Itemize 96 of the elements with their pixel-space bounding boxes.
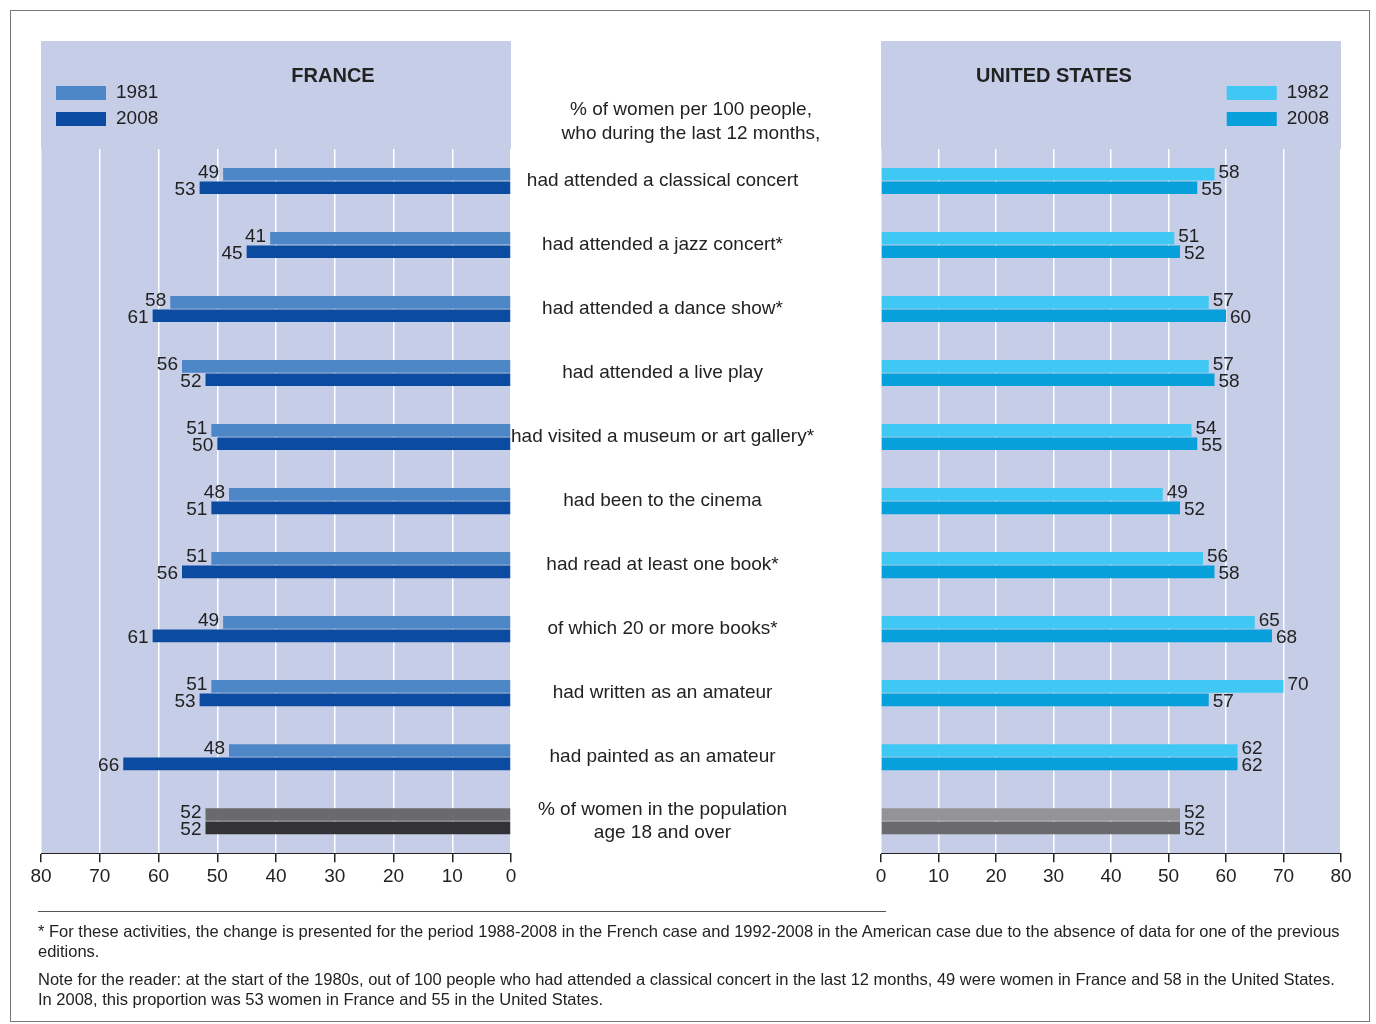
bar bbox=[881, 565, 1215, 579]
data-label: 52 bbox=[180, 370, 202, 392]
bar bbox=[881, 373, 1215, 387]
data-label: 45 bbox=[221, 241, 243, 263]
data-label: 49 bbox=[197, 608, 220, 630]
x-tick-label: 60 bbox=[1215, 864, 1237, 886]
y-tick-label: had attended a dance show* bbox=[542, 297, 784, 319]
bar bbox=[881, 181, 1198, 195]
bar bbox=[881, 693, 1209, 707]
x-tick-label: 80 bbox=[1330, 864, 1352, 886]
x-tick-label: 10 bbox=[441, 864, 463, 886]
x-tick-label: 40 bbox=[1100, 864, 1122, 886]
data-label: 61 bbox=[127, 626, 149, 648]
y-tick-label: of which 20 or more books* bbox=[547, 617, 779, 639]
y-tick-label: had attended a jazz concert* bbox=[542, 233, 784, 255]
data-label: 48 bbox=[203, 736, 225, 758]
bar bbox=[881, 167, 1215, 181]
bar bbox=[881, 309, 1226, 323]
data-label: 51 bbox=[186, 544, 208, 566]
bar bbox=[152, 309, 511, 323]
bar bbox=[881, 629, 1272, 643]
bar bbox=[229, 488, 511, 501]
x-tick-label: 40 bbox=[265, 864, 287, 886]
bar bbox=[246, 245, 511, 259]
data-label: 70 bbox=[1287, 672, 1309, 694]
text: % of women per 100 people, who during the last 12 months, bbox=[560, 97, 822, 145]
x-tick-label: 30 bbox=[324, 864, 346, 886]
bar bbox=[217, 437, 511, 451]
x-tick-label: 70 bbox=[1272, 864, 1295, 886]
bar bbox=[881, 231, 1175, 245]
text: * For these activities, the change is presented for the period 1988-2008 in the French case and 1992-2008 in the American case due to the absence of data for one of the previous editions. bbox=[38, 921, 1341, 961]
x-tick-label: 30 bbox=[1042, 864, 1065, 886]
bar bbox=[881, 424, 1192, 437]
bar bbox=[881, 245, 1180, 259]
x-tick-label: 0 bbox=[505, 864, 517, 886]
bar bbox=[199, 181, 511, 195]
bar bbox=[170, 296, 511, 309]
bar bbox=[881, 488, 1163, 501]
data-label: 53 bbox=[174, 177, 196, 199]
y-tick-label: % of women in the population age 18 and over bbox=[537, 798, 788, 842]
y-tick-label: had visited a museum or art gallery* bbox=[510, 425, 815, 447]
x-tick-label: 60 bbox=[147, 864, 170, 886]
y-tick-label: had attended a live play bbox=[562, 361, 764, 383]
bar bbox=[152, 629, 511, 643]
x-tick-label: 20 bbox=[382, 864, 405, 886]
bar bbox=[123, 757, 511, 771]
y-tick-label: had written as an amateur bbox=[552, 681, 774, 703]
bar bbox=[881, 757, 1238, 771]
x-tick-label: 50 bbox=[1157, 864, 1180, 886]
bar bbox=[205, 821, 511, 835]
y-tick-label: had attended a classical concert bbox=[526, 169, 799, 191]
bar bbox=[211, 680, 511, 693]
bar bbox=[881, 616, 1255, 629]
x-tick-label: 10 bbox=[927, 864, 950, 886]
bar bbox=[881, 680, 1284, 693]
bar bbox=[881, 552, 1203, 565]
bar bbox=[205, 373, 511, 387]
y-tick-label: had painted as an amateur bbox=[549, 745, 777, 767]
chart-title: UNITED STATES bbox=[976, 63, 1132, 86]
chart-title: FRANCE bbox=[291, 63, 375, 86]
bar bbox=[182, 360, 511, 373]
bar bbox=[223, 167, 511, 181]
bar bbox=[881, 296, 1209, 309]
bar bbox=[270, 231, 511, 245]
data-label: 49 bbox=[197, 160, 220, 182]
bar bbox=[211, 424, 511, 437]
legend-label: 1981 bbox=[116, 81, 159, 103]
bar bbox=[881, 360, 1209, 373]
bar bbox=[223, 616, 511, 629]
text: Note for the reader: at the start of the 1980s, out of 100 people who had attended a classical concert in the last 12 months, 49 were women in France and 58 in the United States. In 2008, this proportion was 53 women in France and 55 in the United States. bbox=[38, 969, 1336, 1009]
x-tick-label: 70 bbox=[89, 864, 111, 886]
bar bbox=[881, 821, 1180, 835]
bar bbox=[881, 744, 1238, 757]
data-label: 56 bbox=[156, 562, 178, 584]
x-tick-label: 50 bbox=[206, 864, 228, 886]
bar bbox=[211, 501, 511, 515]
data-label: 57 bbox=[1212, 690, 1234, 712]
y-tick-label: had been to the cinema bbox=[563, 489, 763, 511]
bar bbox=[881, 437, 1198, 451]
x-tick-label: 0 bbox=[875, 864, 887, 886]
bar bbox=[881, 501, 1180, 515]
bar bbox=[881, 808, 1180, 821]
bar bbox=[199, 693, 511, 707]
x-tick-label: 20 bbox=[985, 864, 1007, 886]
bar bbox=[205, 808, 511, 821]
bar bbox=[211, 552, 511, 565]
legend-label: 2008 bbox=[116, 107, 159, 129]
legend-label: 2008 bbox=[1286, 107, 1330, 129]
legend-label: 1982 bbox=[1286, 81, 1330, 103]
y-tick-label: had read at least one book* bbox=[546, 553, 780, 575]
data-label: 41 bbox=[244, 224, 267, 246]
data-label: 56 bbox=[156, 352, 178, 374]
bar bbox=[182, 565, 511, 579]
data-label: 66 bbox=[98, 754, 120, 776]
bar bbox=[229, 744, 511, 757]
x-tick-label: 80 bbox=[30, 864, 52, 886]
